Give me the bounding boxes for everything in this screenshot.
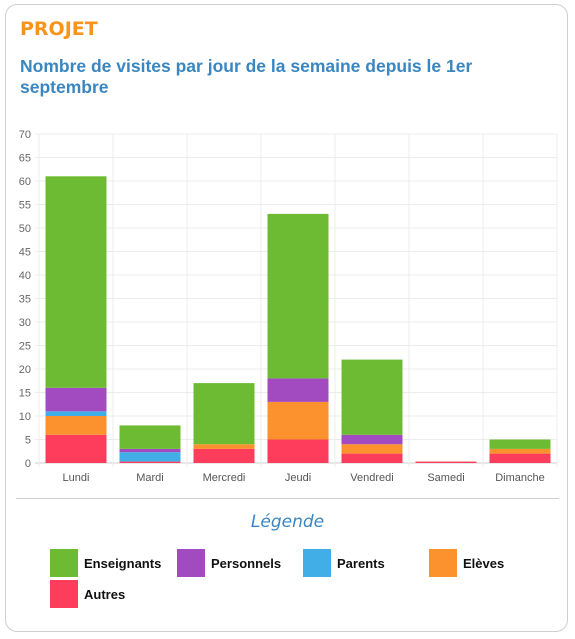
y-tick-label: 5 (25, 435, 31, 447)
bar-segment-vendredi-autres (341, 453, 403, 463)
legend-title: Légende (250, 512, 325, 532)
legend-swatch (429, 549, 457, 577)
bar-segment-dimanche-autres (489, 453, 551, 463)
legend-label: Parents (337, 555, 385, 571)
legend-item: Personnels (177, 549, 281, 577)
legend-label: Enseignants (84, 555, 162, 571)
chart-bars (45, 176, 551, 463)
bar-segment-jeudi-autres (267, 439, 329, 463)
legend-swatch (50, 580, 78, 608)
legend-item: Enseignants (50, 549, 161, 577)
chart-title: Nombre de visites par jour de la semaine… (20, 56, 473, 97)
legend-divider (16, 498, 559, 499)
y-tick-label: 0 (25, 458, 31, 470)
bar-segment-jeudi-elèves (267, 401, 329, 440)
bar-segment-mercredi-elèves (193, 444, 255, 449)
x-tick-label: Dimanche (495, 472, 545, 484)
y-tick-label: 55 (19, 200, 31, 212)
bar-segment-lundi-parents (45, 411, 107, 416)
bar-segment-mardi-parents (119, 452, 181, 462)
y-tick-label: 20 (19, 364, 31, 376)
bar-segment-lundi-enseignants (45, 176, 107, 388)
y-tick-label: 30 (19, 317, 31, 329)
bar-segment-mercredi-enseignants (193, 383, 255, 445)
legend-item: Elèves (429, 549, 504, 577)
bar-segment-jeudi-enseignants (267, 213, 329, 379)
bar-segment-dimanche-elèves (489, 448, 551, 454)
x-tick-label: Mercredi (203, 472, 246, 484)
legend-item: Parents (303, 549, 385, 577)
legend-swatch (50, 549, 78, 577)
project-tag: PROJET (20, 18, 98, 40)
x-tick-label: Jeudi (285, 472, 311, 484)
y-axis-ticks: 0 5 10 15 20 25 30 35 40 45 50 55 60 65 70 (19, 129, 31, 470)
x-tick-label: Lundi (63, 472, 90, 484)
y-tick-label: 45 (19, 247, 31, 259)
y-tick-label: 65 (19, 153, 31, 165)
bar-segment-vendredi-enseignants (341, 359, 403, 435)
bar-segment-dimanche-enseignants (489, 439, 551, 449)
bar-segment-lundi-elèves (45, 416, 107, 435)
x-axis-ticks: Lundi Mardi Mercredi Jeudi Vendredi Samedi Dim… (63, 472, 545, 484)
bar-segment-vendredi-personnels (341, 434, 403, 445)
bar-segment-lundi-autres (45, 434, 107, 463)
legend-label: Autres (84, 586, 126, 602)
x-tick-label: Samedi (427, 472, 464, 484)
y-tick-label: 50 (19, 223, 31, 235)
bar-segment-vendredi-elèves (341, 444, 403, 454)
x-tick-label: Vendredi (350, 472, 393, 484)
y-tick-label: 10 (19, 411, 31, 423)
y-tick-label: 40 (19, 270, 31, 282)
y-tick-label: 35 (19, 294, 31, 306)
legend-swatch (177, 549, 205, 577)
bar-segment-mardi-enseignants (119, 425, 181, 449)
x-tick-label: Mardi (136, 472, 164, 484)
y-tick-label: 15 (19, 388, 31, 400)
bar-segment-lundi-personnels (45, 387, 107, 412)
bar-segment-jeudi-personnels (267, 378, 329, 402)
bar-segment-samedi-autres (415, 461, 477, 463)
legend-label: Elèves (463, 555, 505, 571)
legend-item: Autres (50, 580, 125, 608)
bar-segment-mardi-personnels (119, 448, 181, 453)
bar-segment-mercredi-autres (193, 448, 255, 463)
bar-chart: 0 5 10 15 20 25 30 35 40 45 50 55 60 65 70 Lundi Mardi M… (19, 129, 558, 484)
y-tick-label: 70 (19, 129, 31, 141)
legend-swatch (303, 549, 331, 577)
y-tick-label: 25 (19, 341, 31, 353)
legend-label: Personnels (211, 555, 282, 571)
bar-segment-mardi-autres (119, 461, 181, 463)
y-tick-label: 60 (19, 176, 31, 188)
